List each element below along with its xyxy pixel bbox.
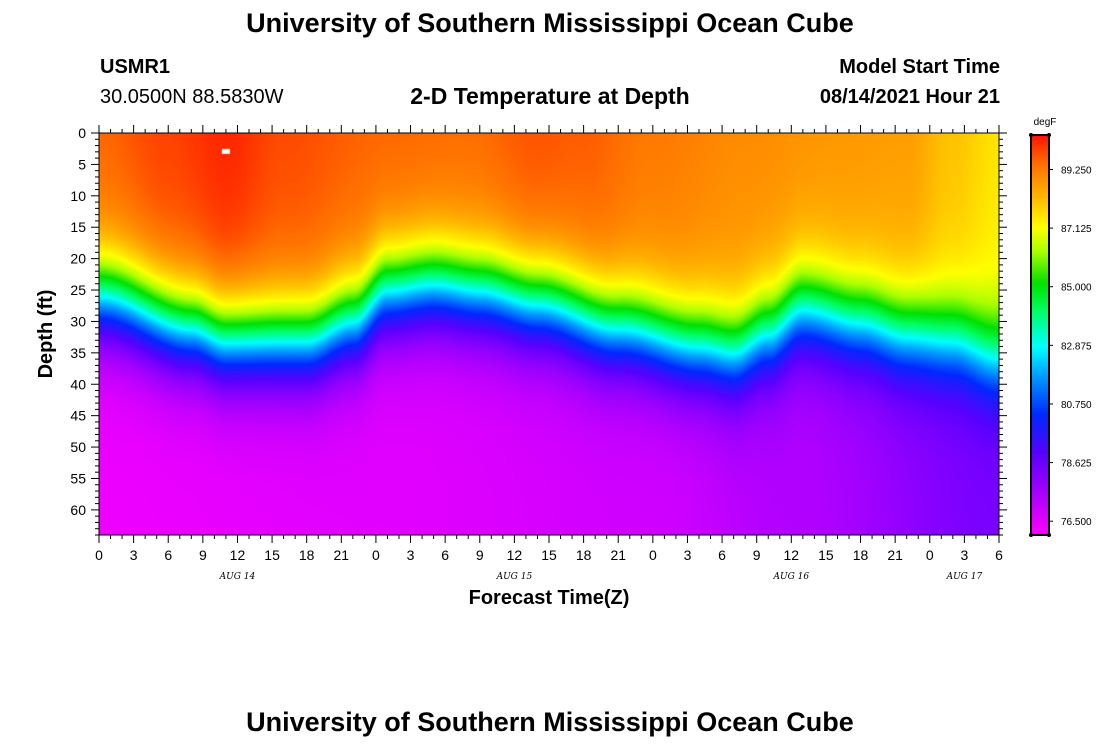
x-tick-label: 6 xyxy=(995,547,1003,563)
y-tick-label: 25 xyxy=(70,282,86,298)
x-tick-label: 12 xyxy=(507,547,523,563)
x-tick-label: 21 xyxy=(887,547,903,563)
y-tick-label: 55 xyxy=(70,470,86,486)
x-tick-label: 9 xyxy=(753,547,761,563)
x-tick-label: 21 xyxy=(334,547,350,563)
model-start-time: 08/14/2021 Hour 21 xyxy=(819,86,1000,108)
colorbar-label: 76.500 xyxy=(1061,517,1092,528)
x-tick-label: 3 xyxy=(684,547,692,563)
footer-title: University of Southern Mississippi Ocean… xyxy=(246,707,854,737)
x-tick-label: 3 xyxy=(407,547,415,563)
x-tick-label: 9 xyxy=(199,547,207,563)
x-tick-label: 6 xyxy=(164,547,172,563)
y-tick-label: 60 xyxy=(70,502,86,518)
colorbar-label: 82.875 xyxy=(1061,341,1092,352)
x-tick-label: 18 xyxy=(299,547,315,563)
x-tick-label: 0 xyxy=(372,547,380,563)
day-label: AUG 17 xyxy=(946,572,983,582)
model-start-label: Model Start Time xyxy=(839,56,1000,78)
y-tick-label: 15 xyxy=(70,219,86,235)
x-tick-label: 18 xyxy=(576,547,592,563)
page-title: University of Southern Mississippi Ocean… xyxy=(246,8,854,38)
x-tick-label: 15 xyxy=(818,547,834,563)
x-tick-label: 15 xyxy=(541,547,557,563)
x-tick-label: 6 xyxy=(718,547,726,563)
temperature-heatmap xyxy=(99,133,999,535)
x-tick-label: 12 xyxy=(230,547,246,563)
x-tick-label: 21 xyxy=(610,547,626,563)
x-tick-label: 3 xyxy=(960,547,968,563)
colorbar-gradient xyxy=(1031,135,1049,535)
colorbar-corner-dot xyxy=(1029,533,1033,537)
colorbar-label: 87.125 xyxy=(1061,224,1092,235)
x-tick-label: 0 xyxy=(926,547,934,563)
y-axis-label: Depth (ft) xyxy=(35,290,57,379)
colorbar-corner-dot xyxy=(1029,133,1033,137)
colorbar-frame xyxy=(1030,134,1050,536)
y-tick-label: 0 xyxy=(78,125,86,141)
colorbar-label: 89.250 xyxy=(1061,165,1092,176)
colorbar-label: 85.000 xyxy=(1061,283,1092,294)
station-coordinates: 30.0500N 88.5830W xyxy=(100,86,284,108)
y-tick-label: 45 xyxy=(70,408,86,424)
x-tick-label: 9 xyxy=(476,547,484,563)
x-tick-label: 12 xyxy=(784,547,800,563)
x-tick-label: 15 xyxy=(264,547,280,563)
x-tick-label: 6 xyxy=(441,547,449,563)
colorbar-label: 80.750 xyxy=(1061,400,1092,411)
y-tick-label: 30 xyxy=(70,313,86,329)
x-tick-label: 0 xyxy=(649,547,657,563)
y-tick-label: 5 xyxy=(78,156,86,172)
x-tick-label: 3 xyxy=(130,547,138,563)
day-label: AUG 15 xyxy=(496,572,533,582)
y-tick-label: 35 xyxy=(70,345,86,361)
plot-frame xyxy=(98,132,1000,536)
colorbar-corner-dot xyxy=(1047,533,1051,537)
colorbar-corner-dot xyxy=(1047,133,1051,137)
x-tick-label: 18 xyxy=(853,547,869,563)
chart-title: 2-D Temperature at Depth xyxy=(410,83,690,109)
y-tick-label: 20 xyxy=(70,251,86,267)
y-tick-label: 10 xyxy=(70,188,86,204)
colorbar-label: 78.625 xyxy=(1061,459,1092,470)
x-tick-label: 0 xyxy=(95,547,103,563)
station-id: USMR1 xyxy=(100,56,171,78)
y-tick-label: 40 xyxy=(70,376,86,392)
x-axis-label: Forecast Time(Z) xyxy=(469,587,630,609)
y-tick-label: 50 xyxy=(70,439,86,455)
day-label: AUG 16 xyxy=(773,572,810,582)
day-label: AUG 14 xyxy=(219,572,256,582)
colorbar-unit: degF xyxy=(1034,117,1057,128)
